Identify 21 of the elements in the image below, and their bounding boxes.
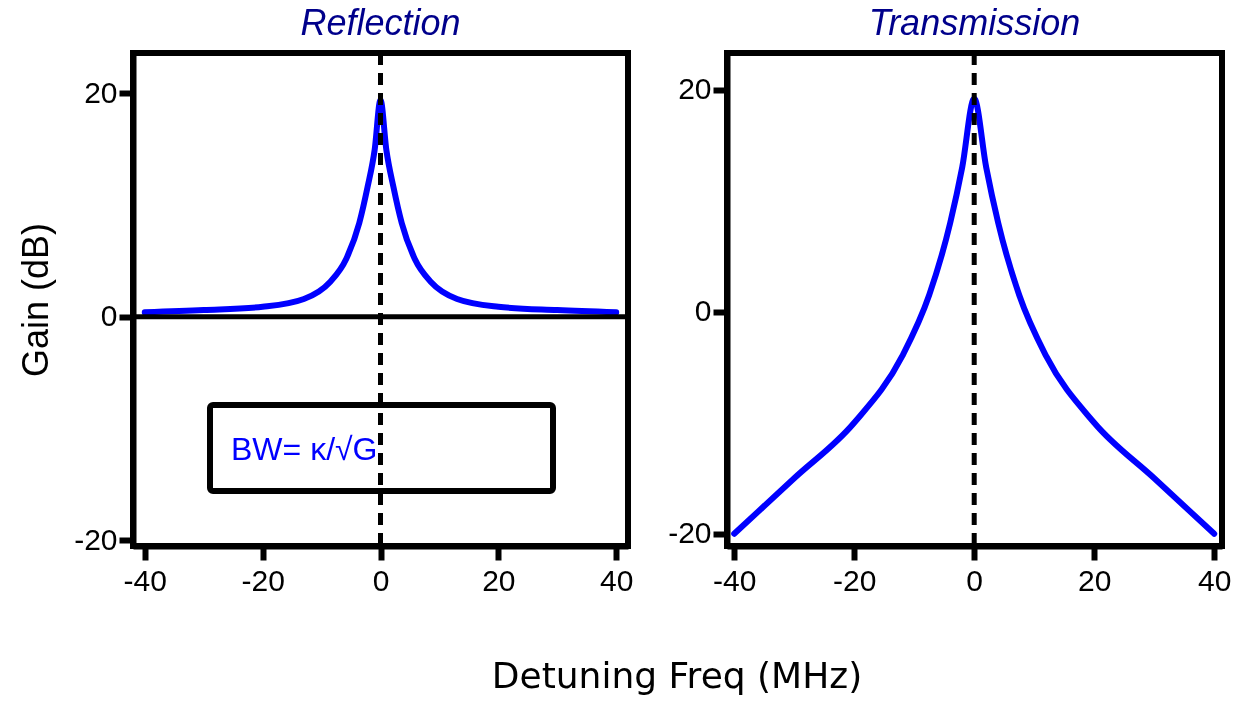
x-tick-label: 40 (1198, 563, 1232, 597)
x-tick-label: 0 (966, 563, 984, 597)
y-tick-label: 0 (100, 299, 118, 333)
chart-title: Transmission (868, 1, 1081, 43)
x-tick-label: -20 (241, 563, 285, 597)
annotation: BW= κ/√G (231, 431, 378, 467)
y-tick-label: 20 (678, 72, 712, 106)
x-axis-title: Detuning Freq (MHz) (490, 655, 864, 696)
x-tick-label: 0 (372, 563, 390, 597)
y-tick-label: 0 (694, 294, 712, 328)
y-tick-label: 20 (84, 75, 118, 109)
x-tick-label: 40 (600, 563, 634, 597)
x-tick-label: 20 (482, 563, 516, 597)
x-tick-label: -40 (713, 563, 757, 597)
y-axis-title: Gain (dB) (15, 222, 57, 378)
x-tick-label: -40 (123, 563, 167, 597)
chart-title: Reflection (300, 1, 461, 43)
y-tick-label: -20 (74, 522, 118, 556)
x-tick-label: -20 (833, 563, 877, 597)
y-tick-label: -20 (668, 516, 712, 550)
x-tick-label: 20 (1078, 563, 1112, 597)
